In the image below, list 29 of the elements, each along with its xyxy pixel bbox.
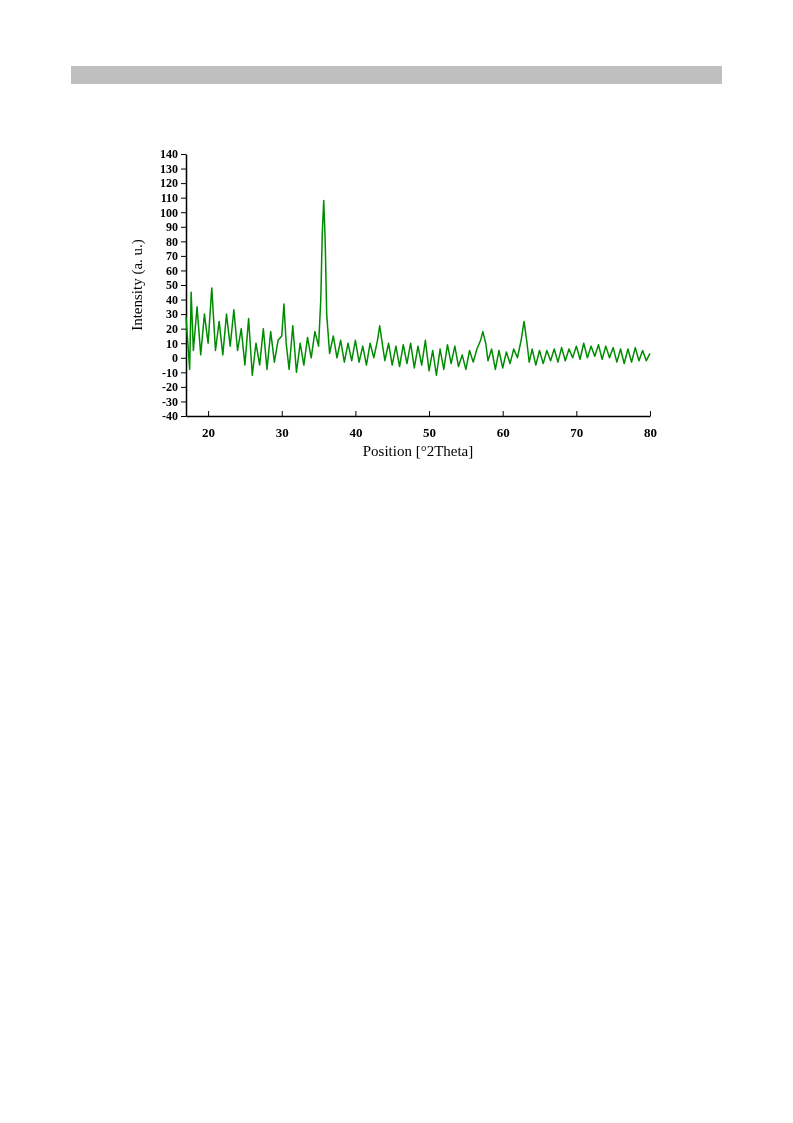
y-tick-label: -40	[162, 409, 178, 424]
y-tick-label: 40	[166, 292, 178, 307]
y-axis-title: Intensity (a. u.)	[129, 239, 146, 331]
y-tick-label: 20	[166, 322, 178, 337]
x-tick-label: 40	[349, 425, 363, 441]
y-tick-label: 0	[172, 351, 178, 366]
y-tick-label: 30	[166, 307, 178, 322]
y-tick-label: 80	[166, 234, 178, 249]
y-tick-label: 120	[160, 176, 178, 191]
x-tick-label: 50	[423, 425, 437, 441]
x-axis-title: Position [°2Theta]	[362, 443, 474, 459]
y-tick-label: -10	[162, 365, 178, 380]
x-tick-label: 30	[275, 425, 289, 441]
x-tick-label: 70	[570, 425, 584, 441]
y-tick-label: 10	[166, 336, 178, 351]
y-tick-label: 70	[166, 249, 178, 264]
y-tick-label: -20	[162, 380, 178, 395]
y-tick-label: 110	[160, 191, 178, 206]
y-tick-label: 50	[166, 278, 178, 293]
y-tick-label: 130	[160, 161, 178, 176]
y-tick-label: -30	[162, 394, 178, 409]
x-tick-label: 80	[644, 425, 657, 441]
y-tick-label: 100	[160, 205, 178, 220]
y-tick-label: 140	[160, 147, 178, 162]
x-tick-label: 60	[496, 425, 510, 441]
x-tick-label: 20	[202, 425, 216, 441]
y-tick-label: 90	[166, 220, 178, 235]
y-tick-label: 60	[166, 263, 178, 278]
line-series	[185, 199, 651, 376]
